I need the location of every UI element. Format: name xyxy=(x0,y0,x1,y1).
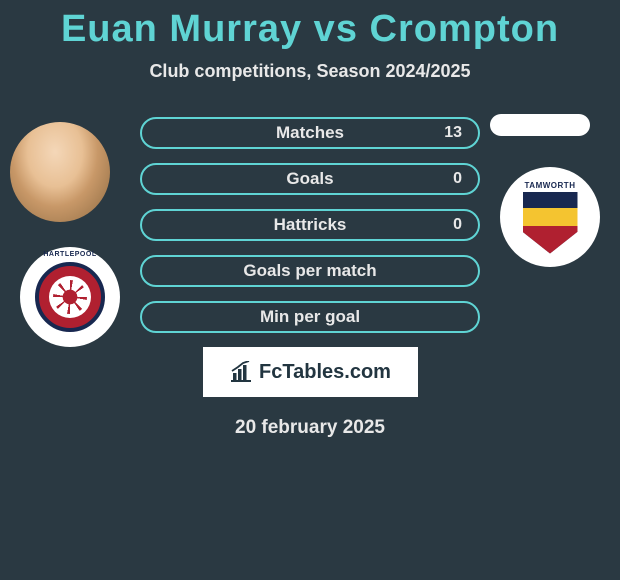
stats-list: Matches 13 Goals 0 Hattricks 0 Goals per… xyxy=(140,117,480,333)
stat-label: Goals xyxy=(286,169,333,189)
site-logo-text: FcTables.com xyxy=(259,361,391,384)
club-right-name: TAMWORTH xyxy=(525,181,576,190)
stat-row-min-per-goal: Min per goal xyxy=(140,301,480,333)
stat-row-hattricks: Hattricks 0 xyxy=(140,209,480,241)
club-right-shield-icon xyxy=(523,192,578,254)
club-right-badge: TAMWORTH xyxy=(500,167,600,267)
subtitle: Club competitions, Season 2024/2025 xyxy=(0,61,620,82)
club-left-wheel-icon xyxy=(35,262,105,332)
stat-label: Matches xyxy=(276,123,344,143)
bar-chart-icon xyxy=(229,361,253,383)
site-logo: FcTables.com xyxy=(203,347,418,397)
stat-value-right: 0 xyxy=(453,216,462,234)
stat-value-right: 0 xyxy=(453,170,462,188)
stat-row-matches: Matches 13 xyxy=(140,117,480,149)
stat-value-right: 13 xyxy=(444,124,462,142)
stat-label: Goals per match xyxy=(243,261,376,281)
stat-row-goals: Goals 0 xyxy=(140,163,480,195)
club-left-badge: HARTLEPOOL xyxy=(20,247,120,347)
stat-label: Hattricks xyxy=(274,215,347,235)
comparison-panel: HARTLEPOOL TAMWORTH Matches 13 Goals 0 H… xyxy=(0,117,620,439)
player-right-placeholder xyxy=(490,114,590,136)
player-left-photo xyxy=(10,122,110,222)
club-left-name: HARTLEPOOL xyxy=(43,251,96,258)
date-label: 20 february 2025 xyxy=(0,417,620,439)
stat-label: Min per goal xyxy=(260,307,360,327)
page-title: Euan Murray vs Crompton xyxy=(0,0,620,51)
stat-row-goals-per-match: Goals per match xyxy=(140,255,480,287)
